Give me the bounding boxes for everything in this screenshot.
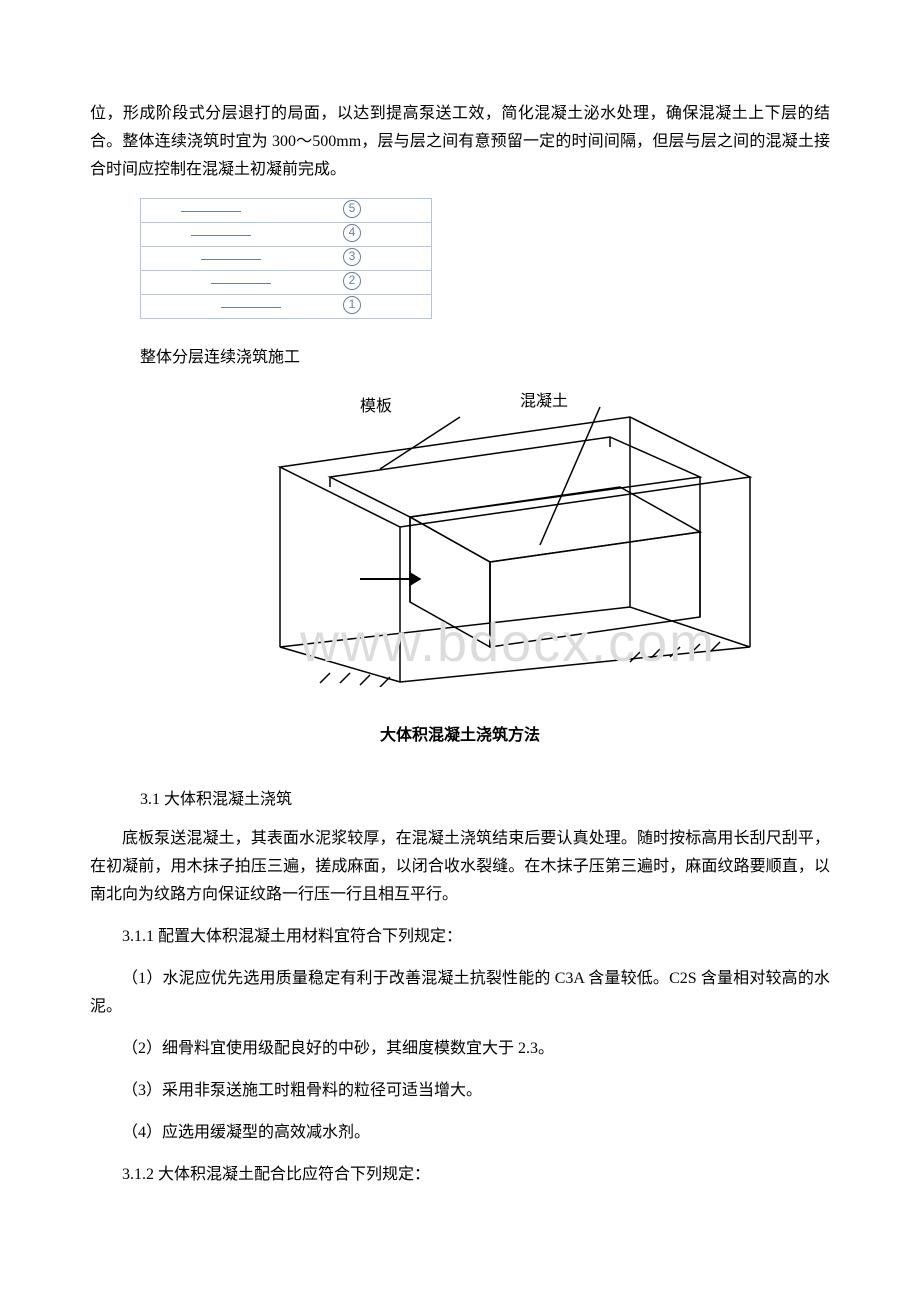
list-item-3: （3）采用非泵送施工时粗骨料的粒径可适当增大。 [90,1077,830,1105]
layer-row: 1 [141,295,431,318]
layer-ledge-line [201,259,261,260]
caption-mass-concrete: 大体积混凝土浇筑方法 [90,721,830,745]
layer-row: 5 [141,199,431,223]
layer-ledge-line [181,211,241,212]
layer-row: 4 [141,223,431,247]
diagram-layered-pour: 5 4 3 2 1 [140,198,830,319]
label-formwork: 模板 [360,392,392,416]
label-concrete: 混凝土 [520,387,568,411]
layer-number: 3 [343,248,361,266]
list-item-4: （4）应选用缓凝型的高效减水剂。 [90,1119,830,1147]
heading-3-1-1: 3.1.1 配置大体积混凝土用材料宜符合下列规定： [90,923,830,951]
document-page: 位，形成阶段式分层退打的局面，以达到提高泵送工效，简化混凝土泌水处理，确保混凝土… [0,0,920,1263]
heading-3-1-2: 3.1.2 大体积混凝土配合比应符合下列规定： [90,1161,830,1189]
layer-ledge-line [211,283,271,284]
iso-drawing [160,387,760,687]
layer-row: 3 [141,247,431,271]
layer-number: 1 [343,296,361,314]
layer-row: 2 [141,271,431,295]
heading-3-1: 3.1 大体积混凝土浇筑 [140,785,830,809]
list-item-2: （2）细骨料宜使用级配良好的中砂，其细度模数宜大于 2.3。 [90,1035,830,1063]
layer-number: 4 [343,224,361,242]
paragraph-intro: 位，形成阶段式分层退打的局面，以达到提高泵送工效，简化混凝土泌水处理，确保混凝土… [90,100,830,184]
layer-ledge-line [191,235,251,236]
list-item-1: （1）水泥应优先选用质量稳定有利于改善混凝土抗裂性能的 C3A 含量较低。C2S… [90,965,830,1021]
layer-number: 5 [343,200,361,218]
paragraph-3-1: 底板泵送混凝土，其表面水泥浆较厚，在混凝土浇筑结束后要认真处理。随时按标高用长刮… [90,825,830,909]
caption-layered: 整体分层连续浇筑施工 [140,343,830,367]
layer-ledge-line [221,307,281,308]
diagram-mass-concrete: 模板 混凝土 [90,387,830,707]
layer-stack: 5 4 3 2 1 [140,198,432,319]
layer-number: 2 [343,272,361,290]
